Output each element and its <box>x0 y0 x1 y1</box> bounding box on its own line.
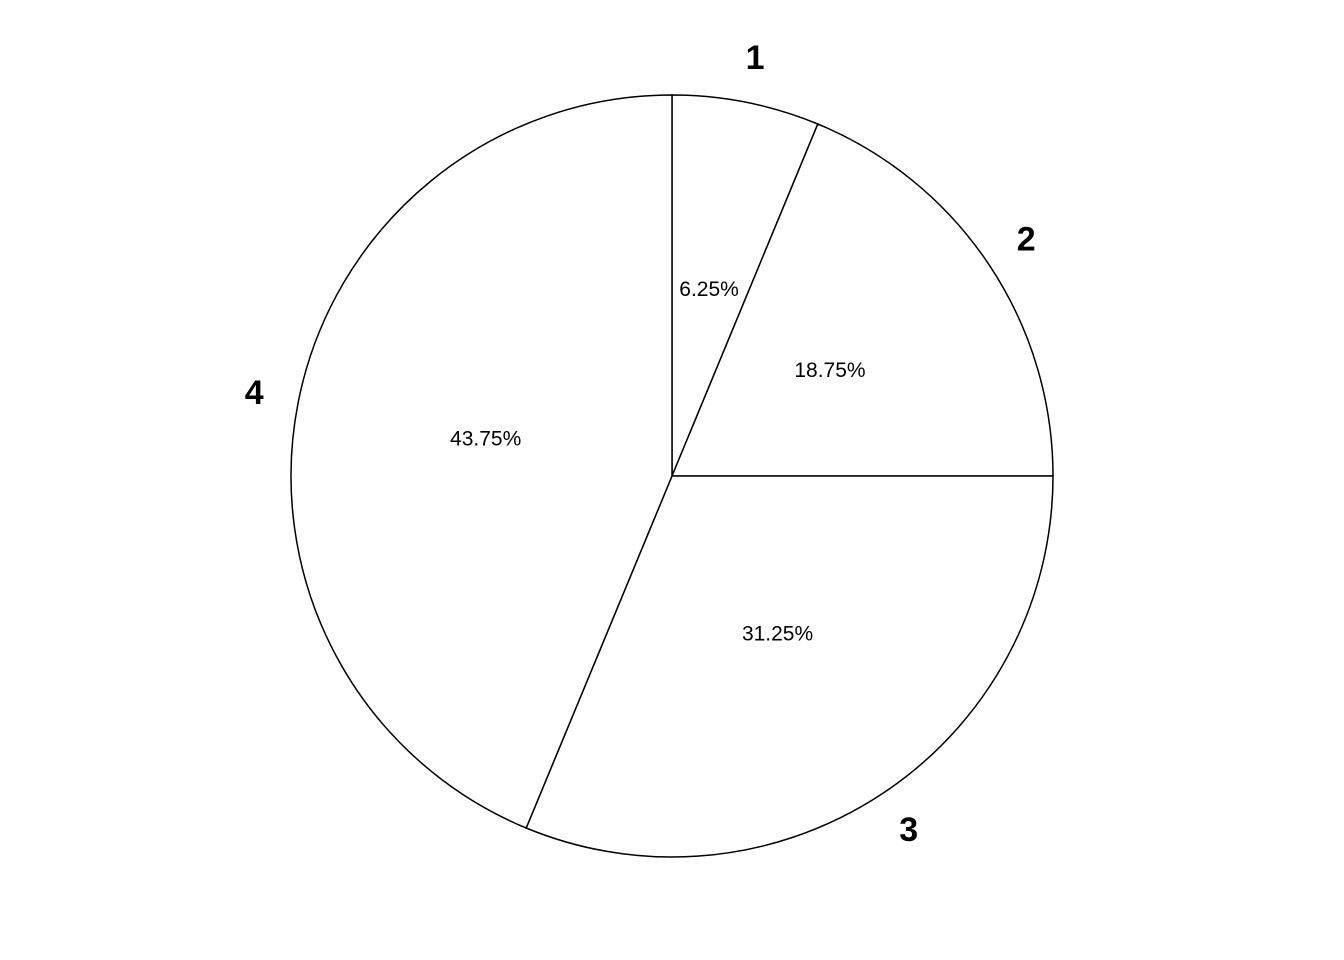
pie-slice-2 <box>670 123 1054 477</box>
category-label: 3 <box>899 811 918 849</box>
category-label: 1 <box>746 39 765 77</box>
pie-slice-3 <box>525 475 1054 858</box>
percent-label: 6.25% <box>679 278 739 301</box>
pie-slice-1 <box>671 94 819 477</box>
category-label: 2 <box>1017 220 1036 258</box>
category-label: 4 <box>245 374 264 412</box>
pie-slice-4 <box>290 94 673 829</box>
percent-label: 18.75% <box>794 359 865 382</box>
percent-label: 43.75% <box>450 427 521 450</box>
percent-label: 31.25% <box>742 622 813 645</box>
